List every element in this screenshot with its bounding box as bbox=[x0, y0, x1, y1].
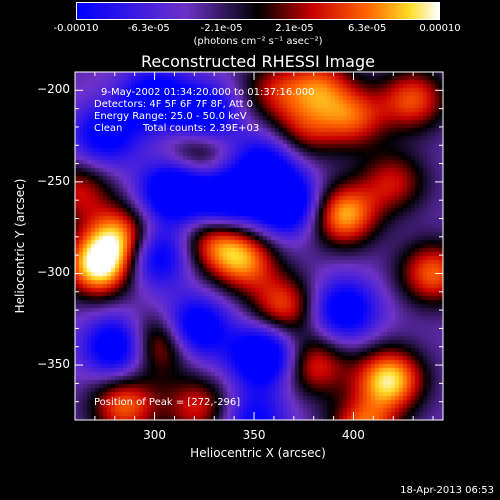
colorbar-unit-label: (photons cm⁻² s⁻¹ asec⁻²) bbox=[193, 36, 323, 47]
y-tick-label: −250 bbox=[37, 173, 70, 188]
colorbar bbox=[76, 2, 440, 20]
annotation-detectors: Detectors: 4F 5F 6F 7F 8F, Att 0 bbox=[94, 99, 254, 110]
y-tick-label: −300 bbox=[37, 265, 70, 280]
chart-title: Reconstructed RHESSI Image bbox=[141, 52, 375, 71]
colorbar-tick-label: 0.00010 bbox=[419, 23, 461, 34]
annotation-time-range: 9-May-2002 01:34:20.000 to 01:37:16.000 bbox=[101, 87, 315, 98]
colorbar-tick-label: 6.3e-05 bbox=[347, 23, 387, 34]
annotation-peak-position: Position of Peak = [272,-296] bbox=[94, 397, 241, 408]
colorbar-tick-label: -6.3e-05 bbox=[127, 23, 170, 34]
annotation-clean: Clean bbox=[94, 123, 123, 134]
heatmap-image bbox=[75, 72, 443, 420]
timestamp: 18-Apr-2013 06:53 bbox=[400, 485, 494, 496]
annotation-energy: Energy Range: 25.0 - 50.0 keV bbox=[94, 111, 247, 122]
x-tick-label: 350 bbox=[242, 428, 266, 442]
annotation-total-counts: Total counts: 2.39E+03 bbox=[143, 123, 260, 134]
y-tick-label: −350 bbox=[37, 357, 70, 372]
x-tick-label: 400 bbox=[342, 428, 365, 442]
y-axis-label: Heliocentric Y (arcsec) bbox=[13, 178, 27, 314]
colorbar-tick-label: 2.1e-05 bbox=[275, 23, 314, 34]
x-tick-label: 300 bbox=[143, 428, 167, 442]
colorbar-tick-label: -0.00010 bbox=[53, 23, 99, 34]
x-axis-label: Heliocentric X (arcsec) bbox=[190, 446, 326, 460]
colorbar-tick-label: -2.1e-05 bbox=[200, 23, 243, 34]
plot-border bbox=[74, 71, 444, 421]
y-tick-label: −200 bbox=[37, 82, 70, 97]
